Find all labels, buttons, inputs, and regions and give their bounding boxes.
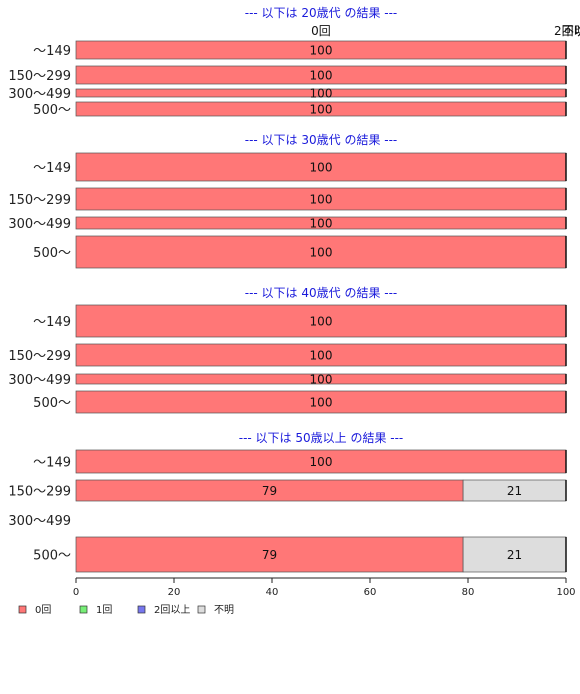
x-tick-label: 100: [556, 587, 575, 598]
top-label-unknown: 不明: [562, 24, 580, 38]
category-label: 500～: [33, 103, 71, 118]
panel-title: --- 以下は 40歳代 の結果 ---: [245, 286, 398, 300]
data-label: 100: [310, 44, 333, 58]
data-label: 100: [310, 193, 333, 207]
bar-segment: [75, 304, 567, 338]
x-tick-label: 0: [73, 587, 79, 598]
x-tick-label: 20: [168, 587, 181, 598]
category-label: 150～299: [8, 485, 71, 500]
bar-segment: [462, 536, 567, 573]
bar-segment: [75, 536, 464, 573]
legend-swatch: [79, 605, 88, 614]
category-label: 300～499: [8, 87, 71, 102]
data-label: 100: [310, 349, 333, 363]
category-label: 500～: [33, 549, 71, 564]
data-label: 100: [310, 161, 333, 175]
data-label: 100: [310, 217, 333, 231]
data-label: 100: [310, 455, 333, 469]
category-label: 300～499: [8, 217, 71, 232]
x-tick-label: 40: [266, 587, 279, 598]
bar-segment: [75, 152, 567, 182]
data-label: 79: [262, 548, 277, 562]
category-label: 300～499: [8, 373, 71, 388]
data-label: 21: [507, 548, 522, 562]
data-label: 100: [310, 246, 333, 260]
data-label: 100: [310, 373, 333, 387]
category-label: ～149: [33, 315, 71, 330]
legend-label: 0回: [35, 604, 51, 616]
panel-title: --- 以下は 20歳代 の結果 ---: [245, 6, 398, 20]
data-label: 21: [507, 484, 522, 498]
x-tick-label: 80: [462, 587, 475, 598]
category-label: 500～: [33, 396, 71, 411]
x-tick-label: 60: [364, 587, 377, 598]
category-label: 150～299: [8, 349, 71, 364]
panel-title: --- 以下は 50歳以上 の結果 ---: [239, 431, 404, 445]
data-label: 79: [262, 484, 277, 498]
legend-label: 2回以上: [154, 604, 190, 616]
category-label: 150～299: [8, 69, 71, 84]
top-label-2-plus: 2回以上: [554, 24, 580, 38]
legend-swatch: [137, 605, 146, 614]
category-label: ～149: [33, 161, 71, 176]
data-label: 100: [310, 396, 333, 410]
legend-label: 1回: [96, 604, 112, 616]
legend-swatch: [18, 605, 27, 614]
legend-label: 不明: [214, 604, 234, 616]
panel-title: --- 以下は 30歳代 の結果 ---: [245, 133, 398, 147]
top-label-0: 0回: [311, 24, 331, 38]
data-label: 100: [310, 87, 333, 101]
legend-swatch: [197, 605, 206, 614]
data-label: 100: [310, 103, 333, 117]
category-label: 300～499: [8, 514, 71, 529]
category-label: ～149: [33, 44, 71, 59]
category-label: 500～: [33, 246, 71, 261]
category-label: 150～299: [8, 193, 71, 208]
data-label: 100: [310, 69, 333, 83]
data-label: 100: [310, 315, 333, 329]
bar-segment: [75, 235, 567, 269]
category-label: ～149: [33, 456, 71, 471]
